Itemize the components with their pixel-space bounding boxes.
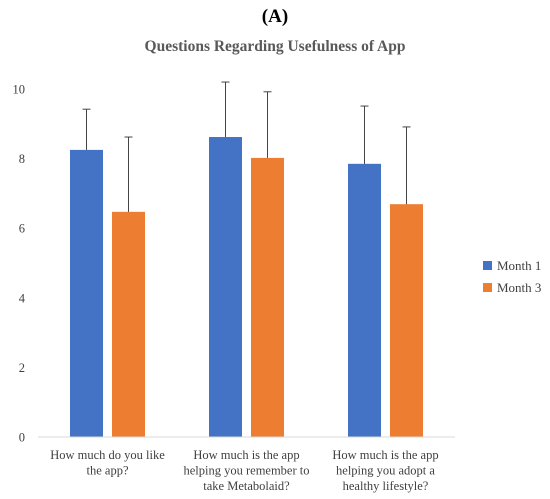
legend-swatch: [483, 283, 492, 292]
bar-month-1: [70, 149, 103, 437]
y-tick-label: 6: [19, 222, 25, 236]
panel-label: (A): [261, 6, 289, 27]
bar-month-3: [251, 157, 284, 438]
y-tick-label: 0: [19, 431, 25, 445]
legend: Month 1 Month 3: [483, 258, 541, 295]
y-tick-label: 2: [19, 361, 25, 375]
legend-label: Month 3: [497, 280, 541, 295]
legend-label: Month 1: [497, 258, 541, 273]
y-tick-label: 8: [19, 152, 25, 166]
category-label: How much do you like the app?: [50, 448, 165, 478]
y-tick-label: 10: [13, 83, 26, 97]
bar-month-3: [112, 211, 145, 437]
bar-series: [70, 81, 423, 438]
bar-month-3: [390, 204, 423, 437]
bar-month-1: [348, 163, 381, 437]
category-labels: How much do you like the app? How much is …: [50, 448, 438, 493]
y-axis-tick-labels: 0 2 4 6 8 10: [13, 83, 26, 445]
bar-month-1: [209, 137, 242, 438]
legend-swatch: [483, 261, 492, 270]
chart-title: Questions Regarding Usefulness of App: [144, 38, 406, 55]
y-tick-label: 4: [19, 291, 26, 305]
category-label: How much is the app helping you remember …: [183, 448, 309, 493]
category-label: How much is the app helping you adopt a he…: [332, 448, 438, 493]
